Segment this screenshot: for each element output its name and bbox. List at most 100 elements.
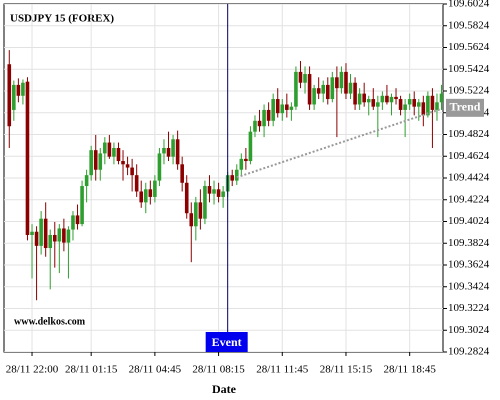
candle-body <box>21 82 25 96</box>
candle-body <box>134 175 139 192</box>
candle-body <box>125 164 130 168</box>
candle-body <box>230 175 235 181</box>
candle-body <box>244 158 248 162</box>
candle-body <box>257 120 262 127</box>
candle-body <box>303 74 307 83</box>
x-tick-label: 28/11 04:45 <box>129 364 182 376</box>
candle-body <box>30 231 34 235</box>
y-tick-label: 109.4824 <box>448 128 490 140</box>
candle-body <box>143 189 148 203</box>
trend-label-box <box>446 98 484 117</box>
candle-body <box>75 215 80 225</box>
candle-body <box>421 102 426 116</box>
candle-body <box>16 84 21 96</box>
candle-body <box>248 131 253 162</box>
candle-body <box>380 95 385 103</box>
y-tick-label: 109.3424 <box>448 280 490 292</box>
candle-body <box>325 84 330 100</box>
candle-body <box>166 147 171 157</box>
candle-body <box>148 189 153 197</box>
candle-body <box>321 84 326 94</box>
candle-body <box>189 213 194 227</box>
x-tick-label: 28/11 11:45 <box>256 364 309 376</box>
y-tick-label: 109.6024 <box>448 0 490 10</box>
candle-body <box>39 218 43 246</box>
candle-body <box>175 139 180 165</box>
y-tick-label: 109.4424 <box>448 172 490 184</box>
candle-body <box>184 182 189 214</box>
x-tick-label: 28/11 18:45 <box>383 364 436 376</box>
candle-body <box>407 99 412 105</box>
candle-body <box>34 231 39 246</box>
candle-body <box>89 150 93 176</box>
y-tick-label: 109.3024 <box>448 324 490 336</box>
candle-body <box>307 74 312 105</box>
candle-body <box>416 102 421 107</box>
candle-body <box>376 102 380 107</box>
candle-body <box>121 161 125 165</box>
candle-body <box>371 99 376 107</box>
candle-body <box>412 99 417 107</box>
candle-body <box>93 150 98 170</box>
y-tick-label: 109.4224 <box>448 193 490 205</box>
candle-body <box>84 175 89 187</box>
candle-body <box>275 99 280 114</box>
candle-body <box>239 158 244 170</box>
candle-body <box>48 234 53 249</box>
plot <box>4 4 443 352</box>
candle-body <box>180 164 184 183</box>
y-tick-label: 109.2824 <box>448 346 490 358</box>
candle-body <box>335 77 339 89</box>
candle-body <box>298 71 303 83</box>
candle-body <box>234 169 239 181</box>
candle-body <box>344 71 348 94</box>
trend-label: Trend <box>450 100 481 114</box>
candle-body <box>266 109 271 121</box>
candle-body <box>253 120 257 132</box>
x-tick-label: 28/11 22:00 <box>6 364 59 376</box>
candle-body <box>107 142 112 157</box>
candle-body <box>198 202 203 219</box>
candle-body <box>294 71 298 107</box>
candle-body <box>426 95 430 116</box>
candle-body <box>394 96 398 100</box>
candle-body <box>66 229 71 243</box>
candle-body <box>103 142 107 154</box>
candle-body <box>316 88 321 94</box>
candle-body <box>171 139 175 157</box>
candle-body <box>25 81 30 235</box>
candle-body <box>285 104 289 110</box>
candle-body <box>71 215 75 230</box>
candle-body <box>348 82 353 94</box>
candle-body <box>162 147 166 154</box>
candle-body <box>130 167 134 176</box>
candle-body <box>353 82 357 105</box>
y-tick-label: 109.5424 <box>448 63 490 75</box>
candle-body <box>271 99 275 121</box>
candle-body <box>330 77 335 100</box>
candle-body <box>62 228 66 243</box>
candle-body <box>80 186 84 225</box>
y-tick-label: 109.3824 <box>448 237 490 249</box>
candle-body <box>153 180 157 197</box>
candle-body <box>385 95 389 103</box>
candle-body <box>430 95 435 110</box>
watermark: www.delkos.com <box>14 316 86 327</box>
candle-body <box>116 147 121 162</box>
candle-body <box>203 186 207 219</box>
y-tick-label: 109.4624 <box>448 150 490 162</box>
candle-body <box>221 191 225 197</box>
candle-body <box>312 88 316 105</box>
candle-body <box>403 104 407 110</box>
candle-body <box>366 99 371 103</box>
candle-body <box>57 228 62 242</box>
event-label-box <box>205 332 248 352</box>
candle-body <box>112 147 116 157</box>
candle-body <box>339 71 344 89</box>
x-tick-label: 28/11 08:15 <box>192 364 245 376</box>
candle-body <box>435 102 439 110</box>
candle-body <box>216 189 221 197</box>
event-label: Event <box>212 335 242 349</box>
y-tick-label: 109.5224 <box>448 85 490 97</box>
